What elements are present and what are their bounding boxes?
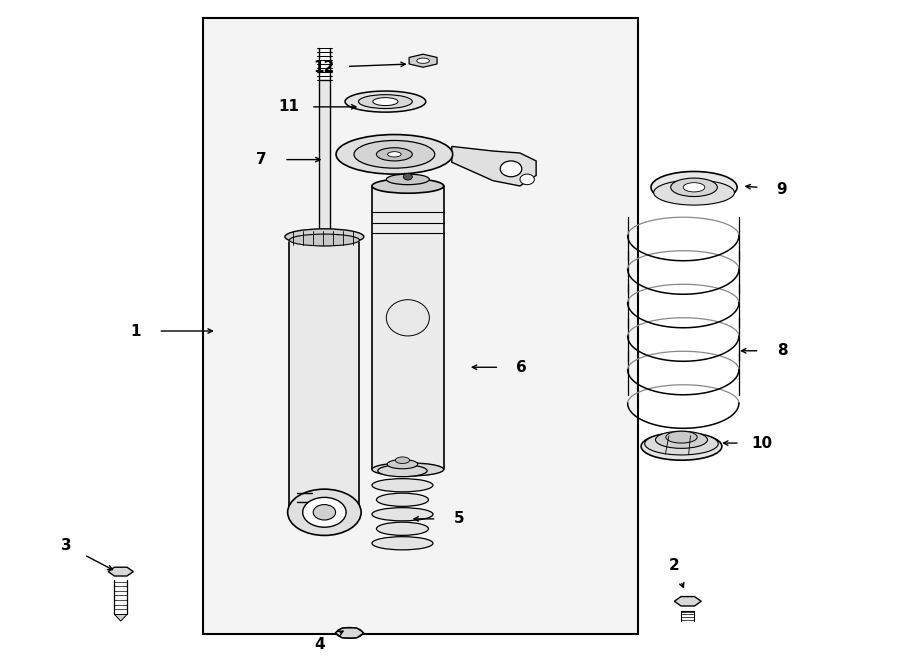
Ellipse shape [655,431,707,448]
Text: 1: 1 [130,324,141,338]
Polygon shape [290,242,359,506]
Ellipse shape [372,479,433,492]
Ellipse shape [358,95,412,109]
Ellipse shape [386,300,429,336]
Ellipse shape [345,91,426,112]
Ellipse shape [376,522,428,536]
Ellipse shape [500,161,522,177]
Ellipse shape [387,459,418,469]
Ellipse shape [388,152,401,157]
Text: 11: 11 [278,99,299,115]
Ellipse shape [651,171,737,203]
Ellipse shape [666,431,698,443]
Text: 9: 9 [777,182,788,197]
Ellipse shape [313,504,336,520]
Ellipse shape [373,97,398,105]
Ellipse shape [395,457,410,463]
Ellipse shape [683,183,705,192]
Ellipse shape [285,229,364,245]
Polygon shape [319,81,329,246]
Ellipse shape [386,174,429,185]
Ellipse shape [403,173,412,180]
Polygon shape [372,186,444,469]
Ellipse shape [641,432,722,460]
Text: 10: 10 [752,436,773,451]
Ellipse shape [644,432,718,455]
Text: 12: 12 [314,60,335,75]
Ellipse shape [290,234,359,246]
Ellipse shape [336,134,453,174]
Text: 6: 6 [517,359,527,375]
Polygon shape [674,596,701,606]
Ellipse shape [653,180,734,205]
Ellipse shape [376,493,428,506]
Ellipse shape [376,148,412,161]
Polygon shape [452,146,536,186]
Text: 8: 8 [777,344,788,358]
Ellipse shape [670,178,717,197]
Bar [203,18,638,634]
Ellipse shape [354,140,435,168]
Text: 2: 2 [669,557,680,573]
Ellipse shape [372,463,444,476]
Text: 7: 7 [256,152,267,167]
Text: 4: 4 [315,637,325,651]
Ellipse shape [302,497,346,527]
Ellipse shape [372,508,433,521]
Ellipse shape [372,537,433,550]
Ellipse shape [378,465,428,477]
Ellipse shape [372,179,444,193]
Ellipse shape [417,58,429,64]
Ellipse shape [520,174,535,185]
Polygon shape [114,614,127,621]
Text: 3: 3 [60,538,71,553]
Polygon shape [335,628,364,638]
Polygon shape [108,567,133,576]
Polygon shape [410,54,437,68]
Text: 5: 5 [454,511,464,526]
Ellipse shape [288,489,361,536]
